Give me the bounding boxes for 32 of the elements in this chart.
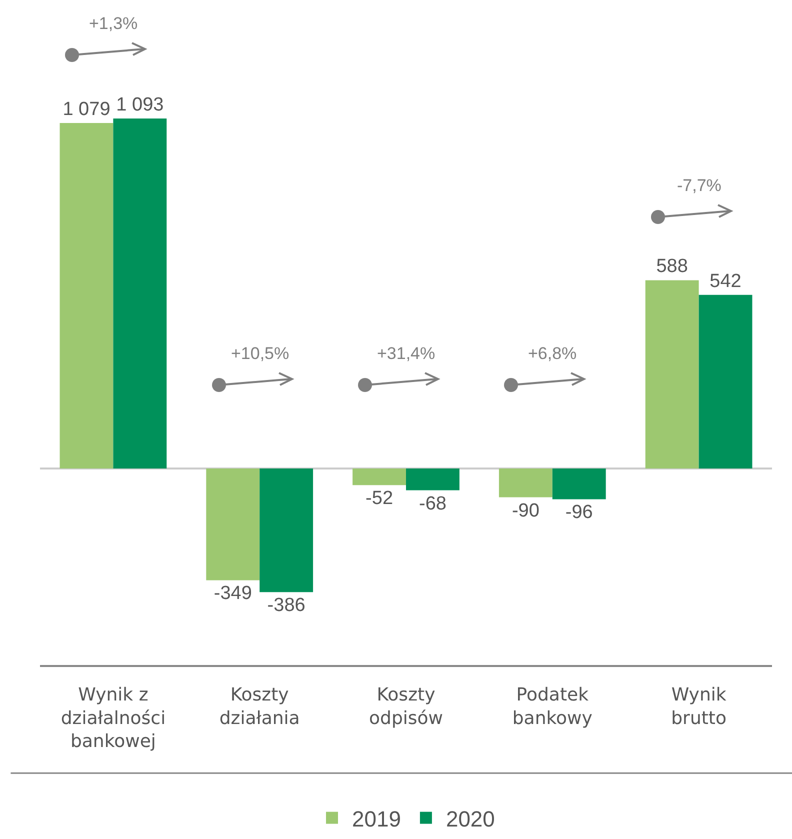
bar (113, 118, 167, 468)
bar (260, 468, 314, 592)
bar (498, 468, 552, 498)
x-tick-label: Wynik brutto (671, 684, 727, 729)
x-tick-label: Koszty odpisów (369, 684, 443, 729)
annotation: +6,8% (528, 344, 577, 363)
data-label: -96 (565, 502, 593, 524)
bar (206, 468, 260, 580)
data-label: 588 (656, 256, 688, 278)
bar (698, 294, 752, 468)
data-label: -386 (267, 595, 306, 616)
data-label: 1 093 (116, 94, 164, 116)
x-tick-label: Wynik z działalności bankowej (60, 684, 166, 752)
data-label: -90 (512, 500, 540, 522)
annotation: +10,5% (231, 344, 290, 363)
data-label: 542 (710, 270, 742, 292)
data-label: 1 079 (62, 98, 110, 120)
bar (352, 468, 406, 486)
bar (60, 122, 114, 468)
bar (406, 468, 460, 490)
data-label: -349 (214, 583, 252, 604)
bar (645, 280, 699, 468)
annotation: +31,4% (377, 344, 436, 363)
x-tick-label: Koszty działania (219, 684, 300, 729)
x-tick-label: Podatek bankowy (512, 684, 593, 729)
text: +1,3% (89, 14, 138, 33)
data-label: -68 (418, 493, 446, 514)
annotation: -7,7% (677, 176, 722, 195)
data-label: -52 (366, 488, 394, 510)
legend-label: 2020 (446, 806, 495, 832)
bar (552, 468, 606, 500)
legend-label: 2019 (352, 806, 401, 832)
